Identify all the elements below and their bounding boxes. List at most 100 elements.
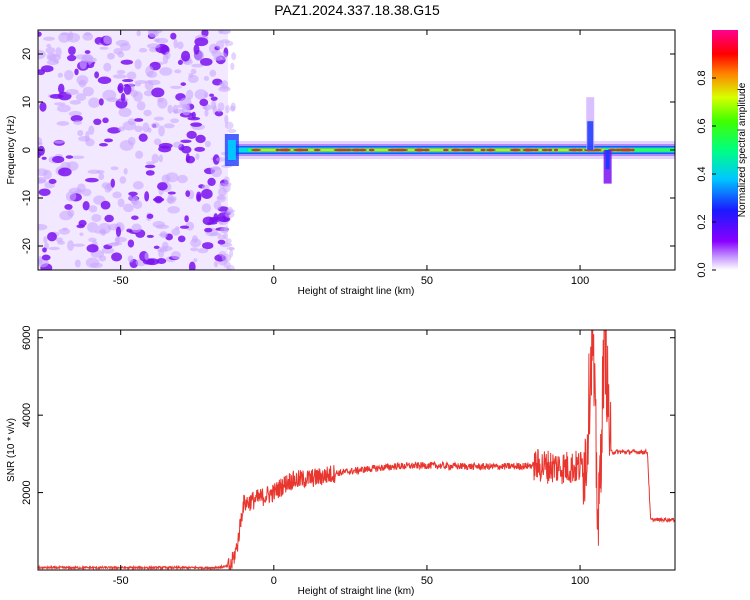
noise-blob	[187, 116, 201, 121]
noise-blob	[68, 46, 76, 56]
noise-blob	[68, 110, 82, 117]
noise-blob	[223, 176, 230, 184]
noise-blob	[190, 247, 199, 252]
noise-blob	[191, 235, 198, 243]
noise-blob	[96, 170, 105, 174]
noise-blob	[66, 54, 77, 62]
noise-blob	[112, 74, 127, 79]
band-peak	[368, 148, 375, 152]
noise-blob	[166, 197, 176, 204]
band-peak	[387, 148, 398, 152]
noise-blob	[67, 240, 75, 251]
x-tick-label: 100	[571, 275, 589, 287]
noise-blob	[38, 223, 48, 231]
noise-blob	[224, 114, 229, 124]
colorbar-tick-label: 0.4	[696, 166, 708, 181]
noise-region	[38, 30, 237, 270]
colorbar: 0.0 0.2 0.4 0.6 0.8 Normalized spectral ampl…	[696, 30, 748, 278]
noise-blob	[159, 67, 173, 76]
noise-blob	[217, 239, 226, 245]
band-peak	[622, 148, 635, 152]
y-tick-label: 4000	[21, 403, 33, 427]
noise-blob	[154, 195, 163, 204]
band-peak	[568, 148, 579, 152]
noise-blob	[88, 237, 97, 242]
noise-blob	[180, 82, 187, 86]
snr-ylabel: SNR (10 * v/v)	[6, 418, 17, 482]
band-peak	[553, 148, 559, 152]
noise-blob	[224, 121, 234, 130]
noise-blob	[157, 97, 164, 103]
y-tick-label: -10	[21, 190, 33, 206]
noise-blob	[153, 116, 165, 121]
noise-blob	[144, 252, 149, 261]
noise-blob	[167, 191, 176, 195]
band-peak	[313, 148, 321, 152]
noise-blob	[180, 139, 192, 143]
noise-blob	[56, 104, 71, 113]
snr-xlabel: Height of straight line (km)	[298, 586, 415, 597]
noise-blob	[104, 214, 114, 223]
noise-blob	[190, 68, 197, 75]
band-peak	[282, 148, 291, 152]
noise-blob	[153, 38, 160, 42]
noise-blob	[195, 153, 200, 160]
noise-blob	[222, 181, 232, 187]
noise-blob	[119, 42, 131, 51]
y-tick-label: 20	[21, 48, 33, 60]
noise-blob	[193, 44, 200, 55]
noise-blob	[126, 228, 133, 233]
noise-blob	[173, 110, 179, 114]
band-peak	[293, 148, 305, 152]
noise-blob	[45, 47, 56, 54]
band-peak	[350, 148, 361, 152]
noise-blob	[187, 74, 199, 84]
noise-blob	[185, 155, 196, 164]
band-peak	[451, 148, 462, 152]
noise-blob	[98, 173, 105, 181]
noise-blob	[194, 37, 209, 47]
x-tick-label: 0	[271, 275, 277, 287]
noise-blob	[77, 130, 84, 137]
noise-blob	[204, 227, 213, 233]
noise-blob	[117, 85, 123, 92]
noise-blob	[157, 182, 168, 191]
noise-blob	[151, 153, 159, 164]
noise-blob	[159, 231, 168, 239]
noise-blob	[71, 155, 85, 159]
noise-blob	[107, 127, 121, 134]
noise-blob	[39, 101, 47, 112]
signal-band	[224, 97, 675, 184]
noise-blob	[94, 230, 107, 234]
noise-blob	[99, 143, 108, 147]
band-peak	[303, 148, 309, 152]
noise-blob	[67, 209, 75, 217]
noise-blob	[213, 213, 219, 222]
noise-blob	[147, 127, 152, 133]
noise-blob	[86, 244, 99, 253]
noise-blob	[214, 110, 224, 117]
noise-blob	[42, 247, 47, 253]
noise-blob	[79, 232, 84, 236]
noise-blob	[54, 102, 66, 106]
noise-blob	[120, 92, 126, 102]
noise-blob	[90, 262, 103, 269]
noise-blob	[184, 215, 189, 223]
noise-blob	[199, 98, 209, 107]
noise-blob	[179, 225, 190, 229]
noise-blob	[194, 146, 206, 152]
band-peak	[512, 148, 521, 152]
noise-blob	[54, 140, 64, 144]
noise-blob	[209, 232, 221, 236]
noise-blob	[196, 191, 202, 201]
noise-blob	[226, 209, 236, 213]
snr-frame	[37, 329, 676, 571]
noise-blob	[55, 237, 64, 243]
noise-blob	[74, 68, 79, 76]
noise-blob	[134, 82, 142, 87]
noise-blob	[87, 222, 99, 233]
noise-blob	[217, 234, 226, 240]
noise-blob	[64, 203, 73, 210]
noise-blob	[152, 221, 166, 228]
noise-blob	[177, 174, 188, 184]
